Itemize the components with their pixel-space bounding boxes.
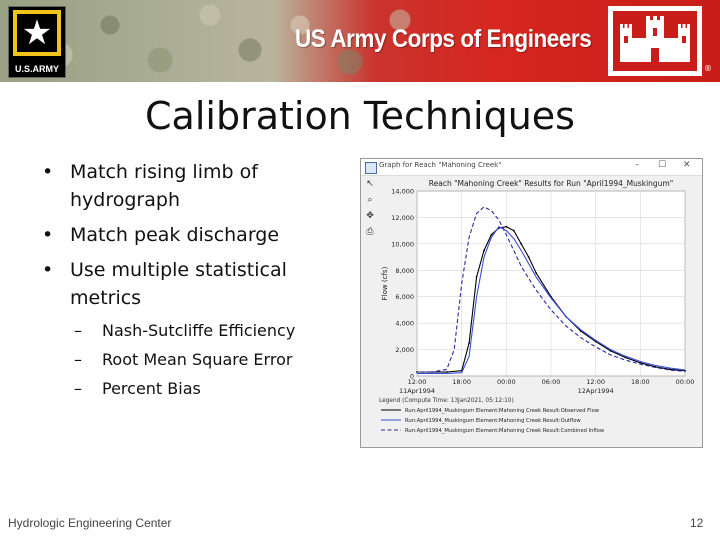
pan-icon[interactable]: ✥ — [366, 211, 374, 221]
data-point — [475, 275, 478, 278]
minimize-icon[interactable]: – — [635, 160, 640, 170]
header-banner: ★ U.S.ARMY US Army Corps of Engineers ® — [0, 0, 720, 82]
registered-mark: ® — [704, 64, 712, 73]
castle-logo-icon — [608, 6, 702, 76]
camo-pattern — [0, 0, 430, 82]
star-icon: ★ — [17, 14, 57, 52]
zoom-icon[interactable]: ⌕ — [367, 195, 373, 205]
data-point — [624, 356, 627, 359]
sub-bullet-item: Nash-Sutcliffe Efficiency — [74, 316, 295, 345]
x-tick-label: 18:00 — [631, 378, 650, 386]
graph-window: Graph for Reach "Mahoning Creek" – ☐ ✕ ↖… — [360, 158, 703, 448]
y-tick-label: 0 — [410, 373, 414, 381]
x-tick-label: 18:00 — [452, 378, 471, 386]
y-axis-label: Flow (cfs) — [381, 266, 389, 300]
app-icon — [365, 162, 377, 174]
pointer-icon[interactable]: ↖ — [366, 179, 374, 189]
bullet-list: Match rising limb of hydrograph Match pe… — [42, 158, 312, 319]
legend-title: Legend (Compute Time: 13Jan2021, 05:12:1… — [379, 398, 514, 404]
data-point — [669, 368, 672, 371]
y-tick-label: 6,000 — [395, 293, 414, 301]
x-date-label: 11Apr1994 — [399, 387, 435, 395]
data-point — [445, 371, 448, 373]
data-point — [535, 272, 538, 274]
graph-window-titlebar[interactable]: Graph for Reach "Mahoning Creek" – ☐ ✕ — [361, 159, 702, 176]
army-logo: ★ U.S.ARMY — [8, 6, 66, 78]
x-tick-label: 12:00 — [408, 378, 427, 386]
data-point — [483, 249, 485, 252]
series-line — [417, 226, 686, 373]
footer-org: Hydrologic Engineering Center — [8, 516, 172, 530]
y-tick-label: 10,000 — [391, 240, 414, 248]
data-point — [609, 349, 612, 352]
y-tick-label: 2,000 — [395, 346, 414, 354]
data-point — [505, 225, 508, 228]
close-icon[interactable]: ✕ — [683, 160, 691, 170]
print-icon[interactable]: ⎙ — [366, 227, 374, 237]
y-tick-label: 12,000 — [391, 214, 414, 222]
x-tick-label: 00:00 — [676, 378, 695, 386]
x-date-label: 12Apr1994 — [578, 387, 614, 395]
data-point — [468, 342, 471, 344]
legend-entry: Run:April1994_Muskingum Element:Mahoning… — [405, 418, 581, 424]
maximize-icon[interactable]: ☐ — [658, 160, 667, 170]
data-point — [512, 229, 515, 232]
bullet-item: Match rising limb of hydrograph — [42, 158, 312, 214]
bullet-item: Use multiple statistical metrics — [42, 256, 312, 312]
series-line — [417, 206, 686, 373]
slide-title: Calibration Techniques — [145, 94, 575, 138]
data-point — [490, 233, 493, 236]
data-point — [527, 256, 530, 258]
series-line — [417, 225, 686, 374]
org-name: US Army Corps of Engineers — [295, 25, 592, 53]
data-point — [639, 361, 642, 364]
x-tick-label: 12:00 — [586, 378, 605, 386]
sub-bullet-item: Percent Bias — [74, 374, 295, 403]
sub-bullet-list: Nash-Sutcliffe Efficiency Root Mean Squa… — [74, 316, 295, 403]
bullet-item: Match peak discharge — [42, 221, 312, 249]
page-number: 12 — [690, 516, 704, 530]
y-tick-label: 4,000 — [395, 320, 414, 328]
y-tick-label: 8,000 — [395, 267, 414, 275]
legend-entry: Run:April1994_Muskingum Element:Mahoning… — [405, 408, 600, 414]
hydrograph-chart: Reach "Mahoning Creek" Results for Run "… — [379, 179, 695, 434]
sub-bullet-item: Root Mean Square Error — [74, 345, 295, 374]
x-tick-label: 00:00 — [497, 378, 516, 386]
data-point — [520, 242, 523, 245]
legend-entry: Run:April1994_Muskingum Element:Mahoning… — [405, 428, 605, 434]
x-tick-label: 06:00 — [542, 378, 561, 386]
y-tick-label: 14,000 — [391, 188, 414, 196]
army-logo-text: U.S.ARMY — [14, 64, 59, 74]
chart-title: Reach "Mahoning Creek" Results for Run "… — [429, 179, 673, 188]
graph-window-title: Graph for Reach "Mahoning Creek" — [379, 161, 502, 169]
